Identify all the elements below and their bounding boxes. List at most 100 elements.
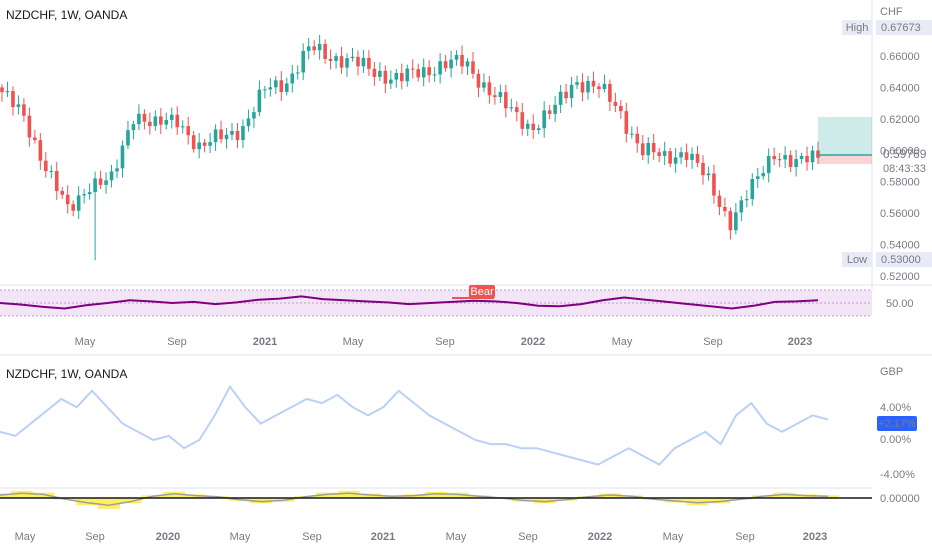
candle-body: [421, 67, 426, 78]
macd-bar: [533, 498, 556, 504]
price-tick: 0.64000: [880, 82, 920, 94]
time-label: May: [15, 531, 36, 543]
candle-body: [372, 68, 377, 77]
candle-body: [11, 91, 15, 108]
candle-body: [394, 73, 399, 80]
macd-bar: [119, 498, 142, 504]
macd-bar: [424, 491, 447, 498]
long-position-loss-zone[interactable]: [818, 155, 872, 164]
candle-body: [263, 89, 267, 91]
candle-body: [164, 119, 169, 125]
candle-body: [279, 80, 284, 92]
candle-body: [115, 168, 119, 172]
panel2-currency: GBP: [880, 366, 904, 378]
candle-body: [257, 89, 262, 113]
candle-body: [635, 133, 640, 144]
candle-body: [323, 43, 327, 59]
candle-body: [761, 173, 766, 177]
candle-body: [208, 142, 212, 146]
candle-body: [356, 56, 360, 67]
candle-body: [367, 57, 371, 69]
long-position-profit-zone[interactable]: [818, 117, 872, 155]
candle-body: [290, 73, 295, 84]
rsi-line: [0, 295, 819, 310]
candle-body: [613, 101, 618, 106]
time-label: May: [343, 336, 364, 348]
candle-body: [690, 153, 694, 160]
candle-body: [701, 162, 705, 176]
candle-body: [706, 173, 711, 176]
candle-body: [575, 82, 579, 85]
time-label: Sep: [435, 336, 455, 348]
bear-badge[interactable]: [469, 285, 495, 298]
pct-tick-neg4: -4.00%: [880, 469, 915, 481]
price-tick: 0.66000: [880, 51, 920, 63]
candle-body: [93, 178, 97, 193]
candle-body: [580, 82, 585, 93]
candle-body: [410, 68, 415, 70]
candle-body: [378, 70, 382, 77]
low-value-badge: [876, 252, 932, 267]
candle-body: [520, 112, 525, 129]
candle-body: [788, 155, 793, 168]
candle-body: [657, 152, 661, 156]
time-label: 2023: [788, 336, 812, 348]
candle-body: [328, 58, 333, 61]
candle-body: [252, 112, 256, 119]
candle-body: [717, 195, 722, 207]
macd-bar: [163, 491, 186, 498]
last-price: 0.59769: [883, 147, 927, 161]
candle-body: [427, 67, 431, 76]
macd-bar: [686, 498, 709, 506]
candle-body: [230, 130, 234, 135]
candle-body: [268, 87, 273, 90]
candle-body: [712, 173, 716, 196]
candle-body: [120, 145, 125, 169]
candle-body: [191, 135, 196, 150]
candle-body: [728, 211, 733, 231]
candle-body: [558, 91, 563, 105]
candle-body: [38, 140, 43, 161]
macd-signal-line: [0, 492, 829, 506]
time-label: 2020: [156, 531, 180, 543]
low-badge: [842, 252, 872, 267]
candle-body: [405, 68, 410, 82]
time-label: May: [75, 336, 96, 348]
candle-body: [301, 50, 306, 73]
time-label: Sep: [167, 336, 187, 348]
candle-body: [361, 57, 366, 67]
panel1-title: NZDCHF, 1W, OANDA: [6, 8, 128, 22]
candle-body: [454, 54, 459, 60]
macd-bar: [0, 493, 11, 498]
candle-body: [624, 111, 629, 134]
current-pct-badge: [877, 416, 917, 431]
candle-body: [569, 84, 574, 99]
macd-bar: [708, 498, 730, 504]
price-tick: 0.62000: [880, 114, 920, 126]
candle-body: [766, 155, 771, 174]
candle-body: [619, 105, 623, 112]
candle-body: [487, 82, 492, 96]
candle-body: [180, 126, 185, 128]
pct-tick-4: 4.00%: [880, 402, 911, 414]
candle-body: [202, 142, 207, 146]
candle-body: [640, 143, 645, 156]
time-label: Sep: [85, 531, 105, 543]
candle-body: [646, 143, 651, 156]
low-value: 0.53000: [881, 254, 921, 266]
candle-body: [197, 142, 201, 150]
candle-body: [137, 113, 141, 125]
candle-body: [449, 59, 453, 69]
candle-body: [334, 56, 338, 61]
candle-body: [772, 155, 776, 160]
candle-body: [82, 194, 86, 196]
candle-body: [219, 129, 223, 140]
candle-body: [723, 206, 727, 212]
candle-body: [153, 116, 158, 127]
candle-body: [339, 56, 344, 68]
candle-body: [443, 61, 448, 69]
candle-body: [33, 137, 37, 141]
time-label: 2023: [803, 531, 827, 543]
price-axis-ticks: 0.66000 0.64000 0.62000 0.60000 0.58000 0.560…: [880, 51, 920, 283]
